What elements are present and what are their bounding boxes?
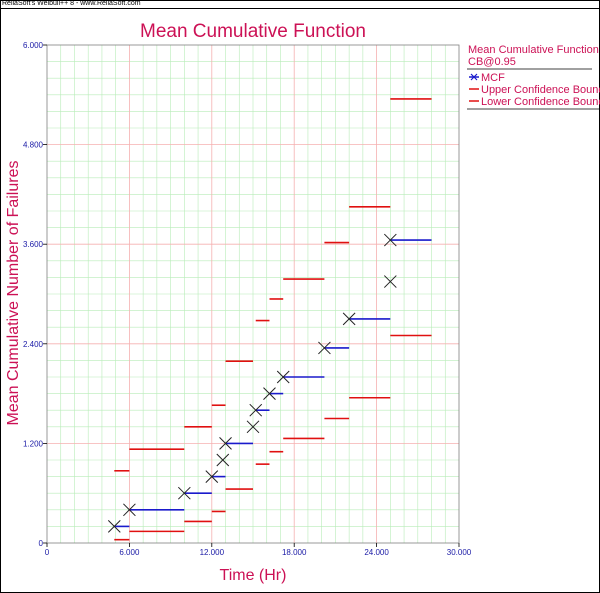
series-layer	[107, 98, 432, 541]
y-tick-label: 4.800	[23, 141, 44, 150]
mcf-point-marker	[205, 470, 219, 483]
x-axis-label: Time (Hr)	[220, 567, 287, 584]
legend: Mean Cumulative Function CB@0.95 MCF Upp…	[467, 44, 600, 110]
y-tick-label: 6.000	[23, 41, 44, 50]
y-axis-label: Mean Cumulative Number of Failures	[5, 161, 22, 426]
y-tick-label: 2.400	[23, 340, 44, 349]
mcf-point-marker	[318, 341, 331, 355]
mcf-point-marker	[107, 520, 121, 533]
x-tick-label: 0	[45, 548, 50, 557]
grid-lines	[47, 45, 459, 543]
mcf-point-marker	[383, 233, 397, 247]
y-tick-label: 1.200	[23, 439, 44, 448]
mcf-point-marker	[383, 275, 397, 288]
legend-upper-label: Upper Confidence Bounds	[481, 84, 600, 96]
legend-item-upper: Upper Confidence Bounds	[469, 84, 600, 96]
mcf-point-marker	[216, 453, 230, 467]
x-tick-label: 18.000	[282, 548, 307, 557]
legend-item-mcf: MCF	[469, 72, 505, 84]
mcf-point-marker	[263, 387, 276, 400]
legend-item-lower: Lower Confidence Bounds	[469, 96, 600, 108]
app-caption: ReliaSoft's Weibull++ 8 - www.ReliaSoft.…	[2, 0, 141, 7]
legend-lower-label: Lower Confidence Bounds	[481, 96, 600, 108]
x-tick-label: 6.000	[119, 548, 140, 557]
mcf-point-marker	[276, 370, 290, 384]
x-tick-label: 12.000	[200, 548, 225, 557]
axes: 0 6.000 12.000 18.000 24.000 30.000 0 1.200 2.40…	[23, 41, 472, 557]
legend-title: Mean Cumulative Function	[468, 44, 599, 56]
y-tick-label: 0	[39, 539, 44, 548]
chart-title: Mean Cumulative Function	[140, 21, 366, 42]
mcf-point-marker	[246, 420, 260, 434]
legend-mcf-marker-icon	[470, 73, 478, 81]
mcf-point-marker	[249, 403, 263, 417]
legend-subtitle: CB@0.95	[468, 56, 516, 68]
x-tick-label: 30.000	[447, 548, 472, 557]
legend-mcf-label: MCF	[481, 72, 505, 84]
caption-divider	[0, 8, 600, 9]
x-tick-label: 24.000	[364, 548, 389, 557]
plot-border	[46, 44, 460, 544]
mcf-point-marker	[342, 312, 356, 326]
mcf-point-marker	[123, 503, 136, 517]
y-tick-label: 3.600	[23, 240, 44, 249]
mcf-point-marker	[177, 486, 191, 500]
mcf-point-marker	[219, 437, 232, 450]
